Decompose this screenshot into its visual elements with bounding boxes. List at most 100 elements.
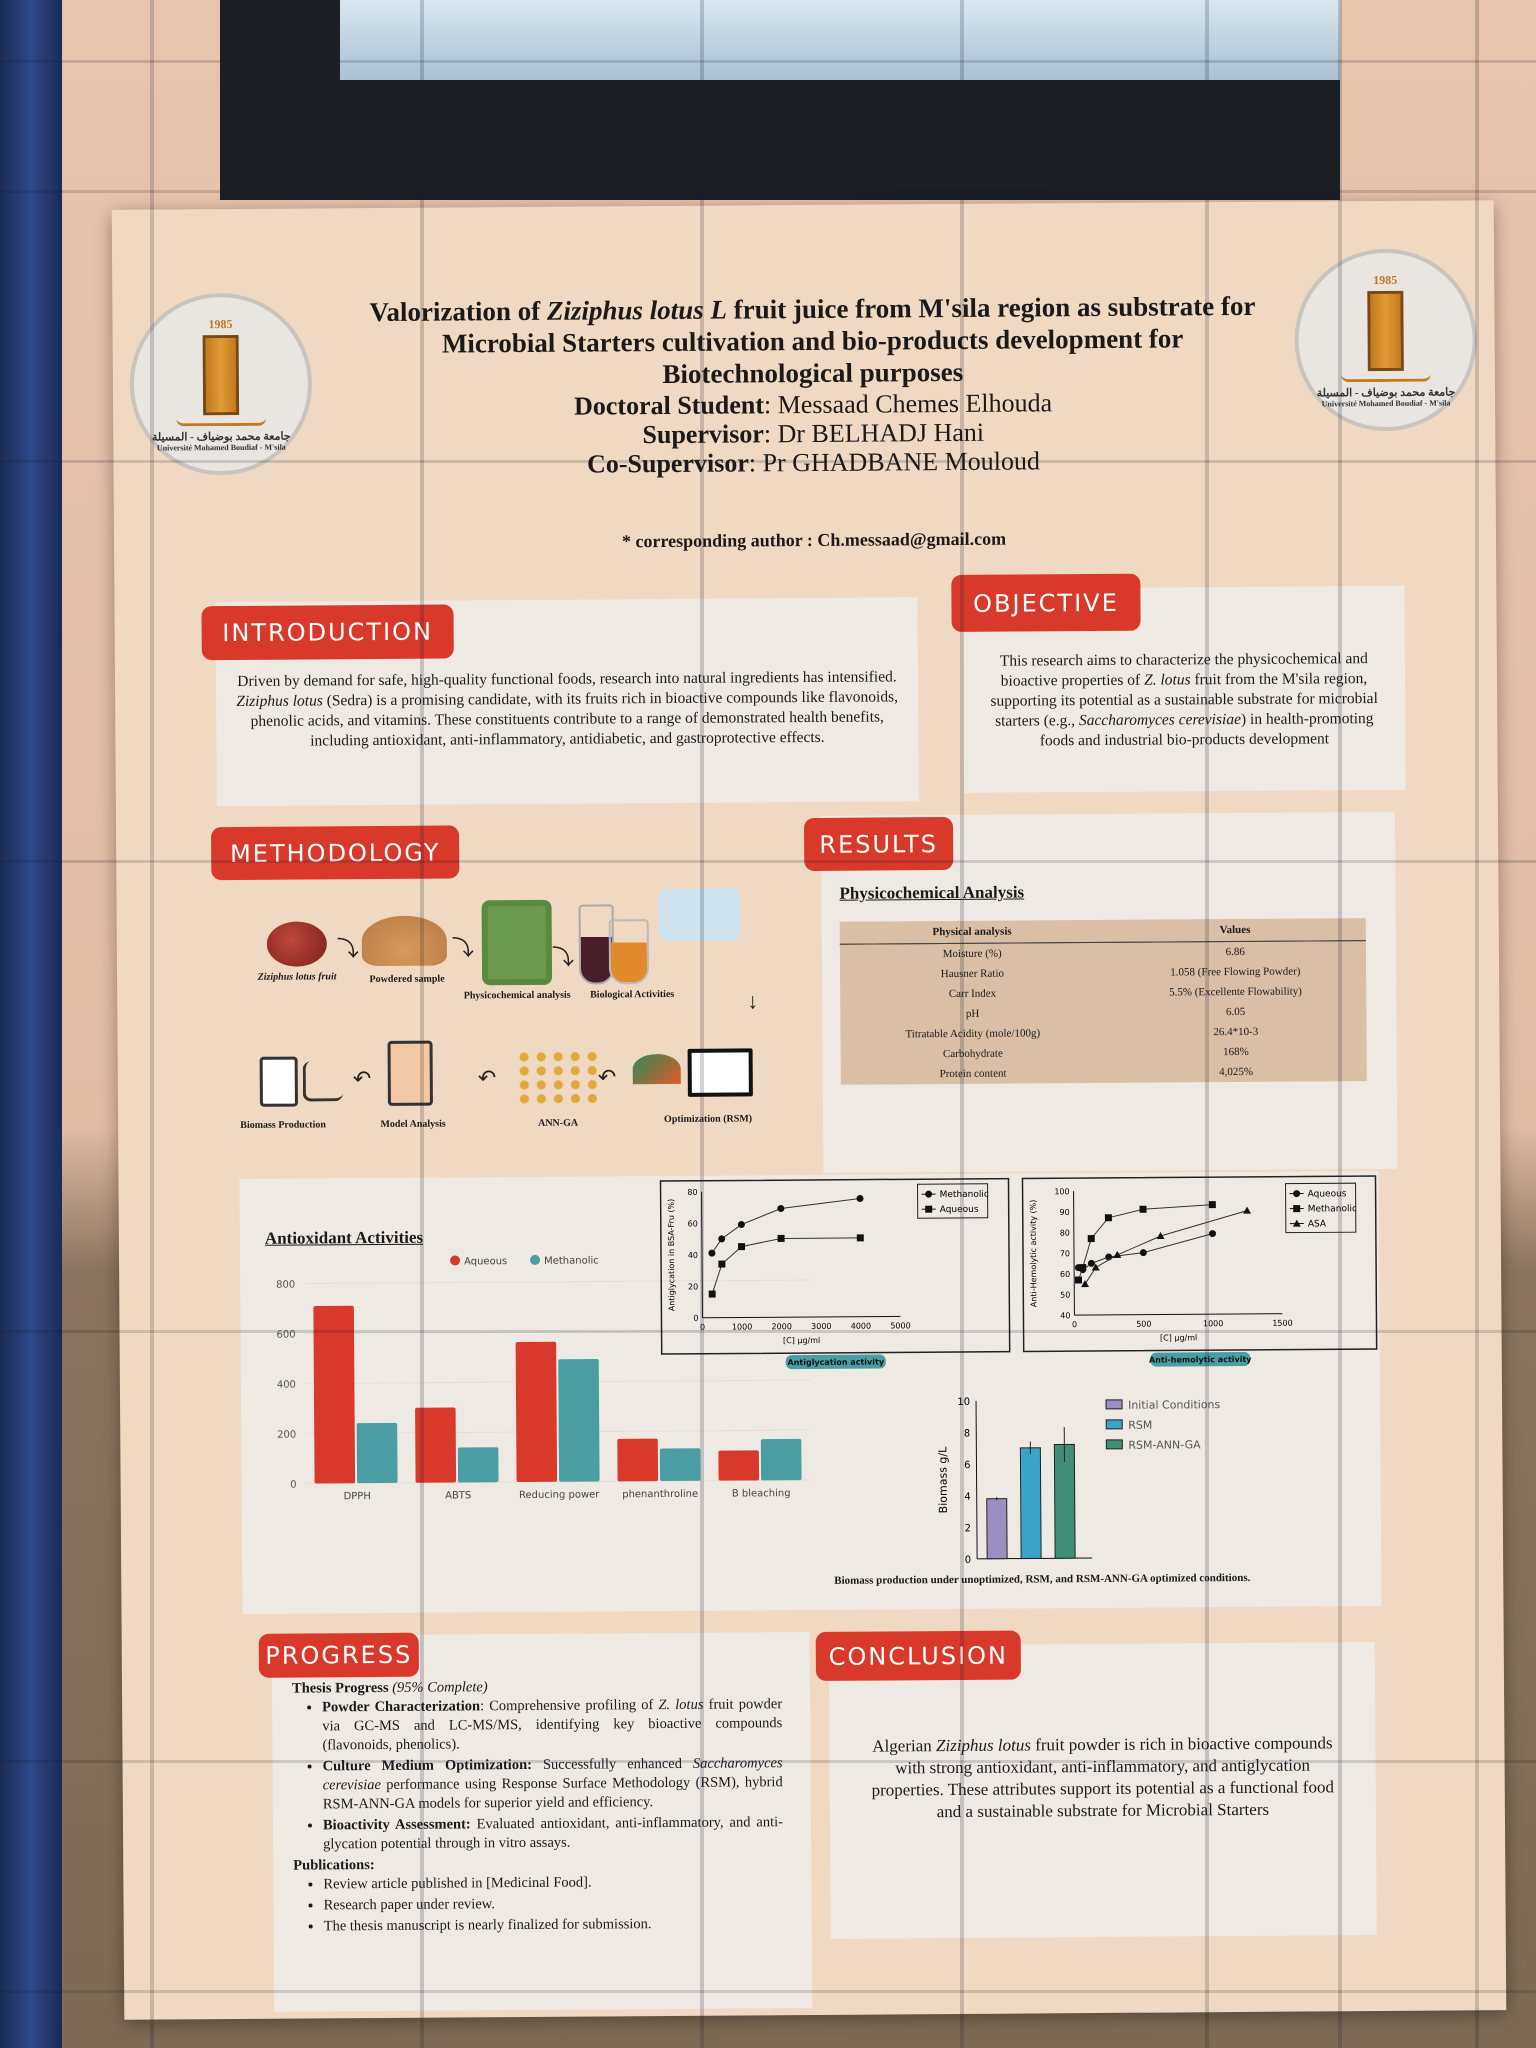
- legend-label: RSM-ANN-GA: [1128, 1438, 1201, 1452]
- table-cell: 5.5% (Excellente Flowability): [1169, 985, 1302, 999]
- series-line: [711, 1198, 861, 1254]
- data-point: [1091, 1263, 1100, 1271]
- x-tick-label: phenanthroline: [622, 1489, 698, 1501]
- y-tick-label: 2: [965, 1523, 971, 1534]
- corresponding-author: * corresponding author : Ch.messaad@gmai…: [621, 528, 1007, 552]
- y-tick-label: 800: [276, 1280, 295, 1291]
- arrow-icon: ↶: [597, 1064, 617, 1090]
- bar-aqueous: [718, 1450, 760, 1481]
- charts-panel: Antioxidant Activities 0 200 400 600 800 DPPH…: [239, 1171, 1382, 1614]
- table-cell: Moisture (%): [942, 947, 1002, 961]
- data-point: [925, 1190, 933, 1198]
- powder-icon: [361, 915, 447, 967]
- step-label: Biomass Production: [240, 1119, 326, 1131]
- bar-aqueous: [515, 1341, 558, 1483]
- table-header: Physical analysis: [839, 919, 1105, 945]
- physicochemical-table: Physical analysis Values Moisture (%) 6.86…: [839, 918, 1367, 1085]
- antioxidant-title: Antioxidant Activities: [264, 1227, 424, 1248]
- table-cell: 26.4*10-3: [1213, 1025, 1259, 1039]
- data-point: [718, 1260, 726, 1268]
- progress-item: Powder Characterization: Comprehensive p…: [322, 1695, 782, 1755]
- legend-label: ASA: [1308, 1219, 1327, 1229]
- legend-swatch: [1105, 1399, 1123, 1410]
- y-axis-label: Biomass g/L: [936, 1446, 949, 1514]
- chart-frame: [1021, 1175, 1378, 1353]
- y-tick-label: 600: [276, 1330, 295, 1341]
- y-tick-label: 0: [290, 1480, 296, 1491]
- conclusion-header: CONCLUSION: [815, 1630, 1021, 1681]
- y-tick-label: 40: [1060, 1311, 1070, 1320]
- jujube-fruit-icon: [266, 921, 327, 967]
- legend-label: Aqueous: [1308, 1189, 1347, 1199]
- data-point: [856, 1234, 864, 1242]
- x-tick-label: 2000: [772, 1322, 792, 1331]
- y-tick-label: 60: [688, 1219, 698, 1228]
- y-tick-label: 200: [277, 1430, 296, 1441]
- poster: 1985 جامعة محمد بوضياف - المسيلة Univers…: [111, 200, 1507, 2020]
- fence-wire: [1475, 0, 1479, 2048]
- fence-post: [0, 0, 62, 2048]
- fence-wire: [0, 1330, 1536, 1333]
- fence-wire: [420, 0, 424, 2048]
- publication-item: Review article published in [Medicinal F…: [323, 1872, 783, 1894]
- fence-wire: [0, 60, 1536, 63]
- y-tick-label: 70: [1060, 1249, 1070, 1258]
- objective-text: This research aims to characterize the p…: [990, 650, 1378, 750]
- step-label: ANN-GA: [538, 1117, 579, 1129]
- y-tick-label: 10: [957, 1397, 970, 1408]
- legend-marker: [530, 1254, 541, 1265]
- progress-item: Bioactivity Assessment: Evaluated antiox…: [323, 1813, 783, 1854]
- x-tick-label: ABTS: [445, 1490, 471, 1501]
- progress-item: Culture Medium Optimization: Successfull…: [323, 1754, 783, 1814]
- bar-methanolic: [457, 1447, 499, 1483]
- arrow-icon: ↶: [352, 1066, 372, 1092]
- legend-label: Initial Conditions: [1128, 1398, 1221, 1412]
- data-point: [718, 1235, 726, 1243]
- table-cell: Carr Index: [948, 987, 997, 1001]
- book-icon: [176, 417, 267, 426]
- legend-label: RSM: [1128, 1419, 1152, 1432]
- bar-aqueous: [415, 1407, 457, 1483]
- logo-year: 1985: [208, 316, 233, 331]
- table-cell: Hausner Ratio: [940, 967, 1005, 981]
- data-point: [1081, 1280, 1090, 1288]
- caption-badge: [785, 1354, 886, 1370]
- bar: [986, 1498, 1008, 1560]
- conclusion-panel: Algerian Ziziphus lotus fruit powder is …: [828, 1642, 1377, 1939]
- data-point: [777, 1234, 785, 1242]
- checklist-icon: [259, 1056, 298, 1107]
- arrow-icon: ↶: [477, 1065, 497, 1091]
- fence-wire: [0, 1760, 1536, 1763]
- data-point: [1292, 1219, 1301, 1227]
- bar-methanolic: [760, 1438, 802, 1481]
- bar: [1019, 1447, 1042, 1560]
- fence-wire: [150, 0, 154, 2048]
- y-axis-label: Antiglycation in BSA-Fru (%): [667, 1199, 677, 1312]
- physicochemical-title: Physicochemical Analysis: [839, 882, 1025, 903]
- data-point: [1208, 1201, 1216, 1209]
- fence-wire: [0, 1990, 1536, 1993]
- publication-item: The thesis manuscript is nearly finalize…: [324, 1914, 784, 1936]
- y-tick-label: 400: [277, 1380, 296, 1391]
- tower-icon: [202, 334, 240, 415]
- table-cell: Carbohydrate: [942, 1047, 1003, 1061]
- y-axis: [701, 1191, 703, 1318]
- logo-french: Université Mohamed Boudiaf - M'sila: [156, 442, 286, 453]
- gridline: [305, 1329, 811, 1335]
- table-cell: 1.058 (Free Flowing Powder): [1170, 965, 1301, 979]
- report-magnifier-icon: [387, 1040, 433, 1106]
- y-tick-label: 90: [1060, 1208, 1070, 1217]
- legend-label: Methanolic: [544, 1255, 599, 1266]
- legend-box: [1285, 1182, 1357, 1234]
- fence-wire: [700, 0, 704, 2048]
- step-label: Physicochemical analysis: [463, 989, 571, 1002]
- y-tick-label: 40: [688, 1251, 698, 1260]
- arrow-icon: ↓: [747, 988, 759, 1014]
- chart-frame: [659, 1177, 1011, 1355]
- table-cell: Titratable Acidity (mole/100g): [905, 1027, 1041, 1041]
- table-cell: 6.86: [1225, 945, 1245, 959]
- fence-wire: [1338, 0, 1342, 2048]
- table-cell: 4,025%: [1219, 1065, 1254, 1079]
